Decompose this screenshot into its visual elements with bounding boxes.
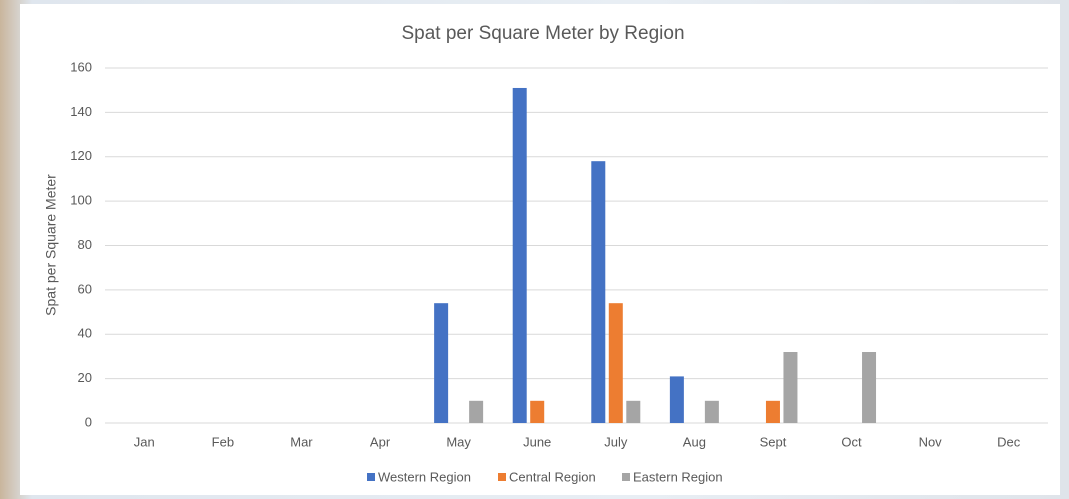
x-tick-label: Sept (760, 434, 787, 449)
bar (609, 303, 623, 423)
bar (766, 401, 780, 423)
x-tick-label: Mar (290, 434, 313, 449)
legend-swatch (498, 473, 506, 481)
y-tick-label: 160 (70, 59, 92, 74)
x-tick-label: Oct (841, 434, 862, 449)
legend-swatch (367, 473, 375, 481)
legend-swatch (622, 473, 630, 481)
x-tick-label: Feb (212, 434, 234, 449)
y-axis-label: Spat per Square Meter (43, 174, 59, 316)
bar (434, 303, 448, 423)
y-tick-label: 60 (78, 281, 92, 296)
x-tick-label: Apr (370, 434, 391, 449)
page: {"chart_data": { "type": "bar", "title":… (0, 0, 1069, 499)
y-tick-label: 0 (85, 414, 92, 429)
x-tick-label: Nov (919, 434, 943, 449)
y-tick-label: 80 (78, 237, 92, 252)
bar (469, 401, 483, 423)
legend-label: Western Region (378, 469, 471, 484)
chart-title: Spat per Square Meter by Region (401, 23, 684, 44)
x-tick-label: July (604, 434, 628, 449)
y-tick-label: 100 (70, 193, 92, 208)
bar (783, 352, 797, 423)
x-tick-label: May (446, 434, 471, 449)
x-tick-label: June (523, 434, 551, 449)
bar (670, 376, 684, 423)
bar (626, 401, 640, 423)
bar (862, 352, 876, 423)
y-tick-label: 20 (78, 370, 92, 385)
y-tick-label: 120 (70, 148, 92, 163)
x-tick-label: Dec (997, 434, 1021, 449)
x-tick-label: Jan (134, 434, 155, 449)
legend-label: Eastern Region (633, 469, 723, 484)
legend-label: Central Region (509, 469, 596, 484)
y-tick-label: 140 (70, 104, 92, 119)
chart: Spat per Square Meter by Region Spat per… (0, 0, 1069, 499)
y-tick-label: 40 (78, 326, 92, 341)
bar (705, 401, 719, 423)
bar (591, 161, 605, 423)
bar (530, 401, 544, 423)
x-tick-label: Aug (683, 434, 706, 449)
bar (513, 88, 527, 423)
